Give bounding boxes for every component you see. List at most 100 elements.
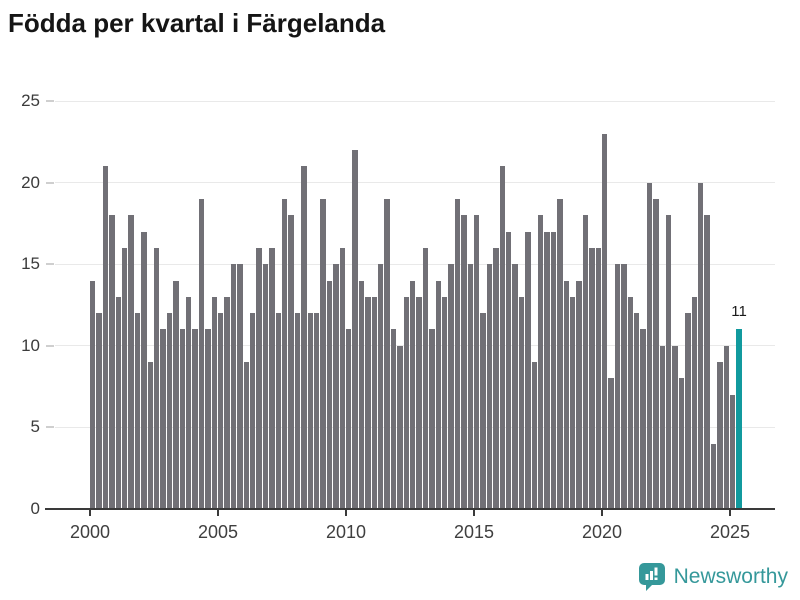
bar [301, 166, 307, 509]
bar [621, 264, 627, 509]
bar [365, 296, 371, 509]
bar [448, 264, 454, 509]
bar [531, 362, 537, 509]
bar [403, 296, 409, 509]
bar [339, 247, 345, 509]
bar [563, 280, 569, 509]
bar [672, 345, 678, 509]
bar [147, 362, 153, 509]
bar [230, 264, 237, 509]
bar [659, 345, 665, 509]
bar [397, 345, 403, 509]
plot-area [55, 100, 775, 509]
bar [416, 296, 422, 509]
brand-name: Newsworthy [673, 565, 788, 588]
brand-logo: Newsworthy [638, 562, 788, 592]
bar [186, 296, 192, 509]
bar [512, 264, 518, 509]
x-tick-label: 2010 [325, 522, 367, 542]
x-tick-mark [345, 510, 347, 516]
bar [493, 247, 499, 509]
bar [243, 362, 249, 509]
bar [467, 264, 473, 509]
bar [346, 329, 352, 509]
newsworthy-pin-icon [638, 563, 665, 591]
x-axis-line [55, 508, 775, 510]
bar [294, 313, 301, 509]
bar [544, 231, 550, 509]
bar [262, 264, 269, 509]
x-tick-mark [473, 510, 475, 516]
x-tick-label: 2005 [197, 522, 239, 542]
bar [653, 198, 659, 509]
bar [122, 247, 128, 509]
y-tick-mark [46, 100, 54, 102]
y-tick-label: 0 [30, 499, 40, 518]
y-tick-mark [46, 263, 54, 266]
bar [256, 247, 262, 509]
bar [525, 231, 531, 509]
gridline [55, 182, 775, 184]
y-tick-mark [46, 426, 54, 429]
bar [96, 313, 102, 509]
y-tick-mark [46, 181, 54, 184]
y-tick-mark [46, 344, 54, 347]
x-tick-mark [217, 510, 219, 516]
bar [582, 215, 589, 509]
bar [480, 313, 486, 509]
bar [486, 264, 493, 509]
bar [518, 296, 525, 509]
x-tick-label: 2000 [69, 522, 111, 542]
bar [154, 247, 160, 509]
bar [352, 149, 358, 509]
bar [282, 198, 288, 509]
bar [640, 329, 646, 509]
bar [102, 166, 109, 509]
bar [250, 313, 256, 509]
y-tick-label: 5 [30, 417, 40, 437]
x-tick-label: 2025 [709, 522, 751, 542]
bar [326, 280, 333, 509]
bar [634, 313, 640, 509]
bar [115, 296, 121, 509]
bar [333, 264, 339, 509]
bar [128, 215, 134, 509]
bar [723, 345, 729, 509]
bar [198, 198, 205, 509]
bar [602, 133, 608, 509]
bar [698, 182, 704, 509]
bar [173, 280, 179, 509]
x-tick-mark [89, 510, 91, 516]
chart-title: Födda per kvartal i Färgelanda [8, 8, 386, 38]
bar [390, 329, 397, 509]
y-tick-label: 20 [21, 172, 40, 192]
bar [134, 313, 141, 509]
bar [211, 296, 217, 509]
x-tick-mark [601, 510, 603, 516]
bar [314, 313, 320, 509]
bar [608, 378, 614, 509]
bar [224, 296, 230, 509]
highlight-value-label: 11 [731, 303, 747, 321]
bar [422, 247, 429, 509]
bar [307, 313, 313, 509]
bar [410, 280, 416, 509]
bar [179, 329, 185, 509]
bar [474, 215, 480, 509]
bar [429, 329, 435, 509]
y-tick-label: 25 [21, 91, 40, 110]
bar [218, 313, 224, 509]
x-tick-label: 2015 [453, 522, 495, 542]
bar [730, 394, 736, 509]
bar [442, 296, 448, 509]
bar [589, 247, 595, 509]
bar [109, 215, 115, 509]
bar [288, 215, 294, 509]
bar [160, 329, 166, 509]
bar [192, 329, 198, 509]
bar [646, 182, 653, 509]
bar [237, 264, 243, 509]
bar [90, 280, 96, 509]
bar [538, 215, 544, 509]
